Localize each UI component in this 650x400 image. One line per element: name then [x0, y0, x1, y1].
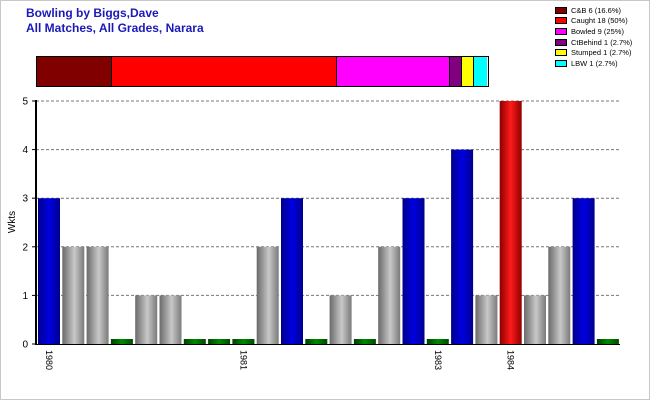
legend-label: Bowled 9 (25%) — [571, 26, 624, 36]
bar — [135, 295, 158, 344]
bar — [329, 295, 352, 344]
gridlines — [36, 100, 620, 296]
bars — [38, 101, 619, 344]
bar — [159, 295, 182, 344]
bar — [451, 149, 474, 344]
dismissal-distribution-bar — [36, 56, 489, 87]
bar — [353, 339, 376, 344]
legend-label: LBW 1 (2.7%) — [571, 58, 618, 68]
bar — [524, 295, 546, 344]
legend-item-bowled: Bowled 9 (25%) — [555, 26, 632, 37]
y-tick-label: 0 — [22, 340, 28, 351]
dist-segment-bowled — [337, 57, 451, 86]
bar — [38, 198, 60, 344]
bar — [86, 246, 109, 344]
legend-item-caught: Caught 18 (50%) — [555, 16, 632, 27]
legend-label: C&B 6 (16.6%) — [571, 5, 622, 15]
bar — [475, 295, 498, 344]
bar — [110, 339, 133, 344]
x-tick-label: 1984 — [506, 350, 516, 370]
bar — [62, 246, 85, 344]
chart-title: Bowling by Biggs,Dave — [26, 6, 159, 20]
legend-swatch — [555, 6, 567, 14]
legend-label: Stumped 1 (2.7%) — [571, 48, 632, 58]
legend-item-stumped: Stumped 1 (2.7%) — [555, 47, 632, 58]
bar — [305, 339, 328, 344]
legend-label: Caught 18 (50%) — [571, 16, 628, 26]
y-ticks: 0 1 2 3 4 5 — [22, 97, 36, 351]
legend-item-cb: C&B 6 (16.6%) — [555, 5, 632, 16]
bar — [426, 339, 449, 344]
bar — [402, 198, 425, 344]
legend-swatch — [555, 27, 567, 35]
legend-swatch — [555, 17, 567, 25]
legend-item-ctbehind: CtBehind 1 (2.7%) — [555, 37, 632, 48]
x-tick-label: 1981 — [238, 350, 248, 370]
y-axis-label: Wkts — [7, 211, 18, 233]
y-tick-label: 4 — [22, 145, 28, 156]
dist-segment-caught — [111, 57, 338, 86]
y-tick-label: 1 — [22, 291, 28, 302]
chart-subtitle: All Matches, All Grades, Narara — [26, 21, 204, 35]
bar — [208, 339, 231, 344]
bar — [232, 339, 255, 344]
bar — [572, 198, 595, 344]
bar — [596, 339, 619, 344]
legend-item-lbw: LBW 1 (2.7%) — [555, 58, 632, 69]
dist-segment-lbw — [474, 57, 487, 86]
y-tick-label: 2 — [22, 242, 28, 253]
bar — [281, 198, 303, 344]
y-tick-label: 3 — [22, 194, 28, 205]
legend-label: CtBehind 1 (2.7%) — [571, 37, 633, 47]
dist-segment-cb — [37, 57, 112, 86]
x-tick-label: 1980 — [44, 350, 54, 370]
legend-swatch — [555, 38, 567, 46]
y-tick-label: 5 — [22, 97, 28, 108]
x-tick-labels: 1980 1981 1983 1984 — [44, 350, 516, 370]
bar — [256, 246, 279, 344]
bar — [548, 246, 571, 344]
bar — [378, 246, 401, 344]
dist-segment-stumped — [462, 57, 475, 86]
legend-swatch — [555, 59, 567, 67]
x-tick-label: 1983 — [433, 350, 443, 370]
legend: C&B 6 (16.6%) Caught 18 (50%) Bowled 9 (… — [555, 5, 632, 69]
legend-swatch — [555, 49, 567, 57]
bar — [499, 101, 522, 344]
axes — [35, 100, 620, 345]
bar — [183, 339, 206, 344]
dist-segment-ctbehind — [450, 57, 463, 86]
